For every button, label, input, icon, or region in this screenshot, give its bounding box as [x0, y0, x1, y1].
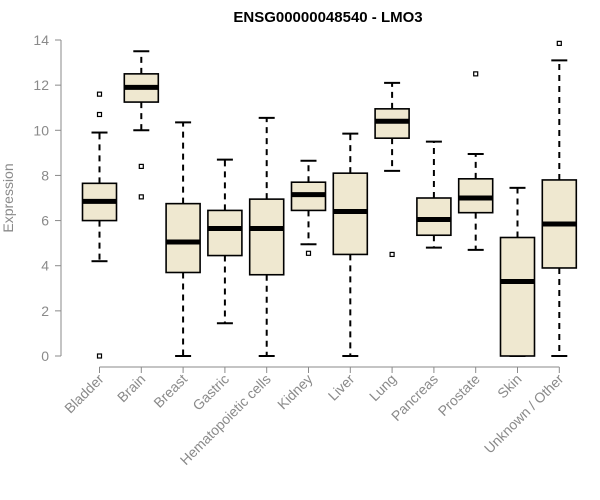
box-group — [123, 50, 160, 200]
outlier-point — [556, 40, 562, 46]
y-tick-label: 14 — [33, 32, 49, 48]
outlier-point — [473, 71, 479, 77]
outlier-point — [96, 353, 103, 359]
box-iqr — [165, 202, 201, 274]
outlier-point — [138, 194, 144, 200]
box-group — [457, 71, 494, 251]
box-iqr — [416, 197, 452, 237]
y-tick-label: 12 — [33, 77, 49, 93]
outlier-point — [389, 251, 395, 258]
box-group — [248, 116, 285, 357]
box-group — [290, 159, 327, 256]
x-tick-label: Prostate — [435, 371, 483, 419]
box-group — [416, 140, 452, 249]
y-tick-label: 0 — [41, 348, 49, 364]
y-axis-label: Expression — [0, 163, 16, 232]
chart-title: ENSG00000048540 - LMO3 — [233, 9, 422, 26]
box-iqr — [207, 209, 243, 257]
outlier-point — [96, 91, 103, 97]
x-tick-label: Brain — [114, 371, 148, 405]
x-tick-label: Unknown / Other — [481, 371, 567, 457]
outlier-point — [96, 111, 103, 118]
y-tick-label: 2 — [41, 303, 49, 319]
box-group — [541, 40, 578, 357]
x-tick-label: Breast — [150, 371, 190, 411]
y-tick-label: 10 — [33, 122, 49, 138]
outlier-point — [138, 163, 144, 169]
outlier-point — [305, 250, 312, 256]
y-tick-label: 8 — [41, 167, 49, 183]
x-tick-label: Kidney — [274, 371, 316, 413]
box-group — [499, 186, 536, 357]
box-series — [81, 40, 578, 359]
y-tick-label: 6 — [41, 213, 49, 229]
x-tick-label: Skin — [494, 371, 525, 402]
box-group — [165, 121, 201, 357]
x-tick-label: Lung — [366, 371, 399, 404]
box-group — [332, 132, 369, 357]
x-tick-label: Liver — [325, 371, 358, 404]
x-tick-label: Bladder — [61, 371, 107, 417]
box-group — [81, 91, 118, 359]
box-group — [374, 81, 410, 258]
box-iqr — [248, 198, 285, 276]
box-group — [207, 158, 243, 325]
y-axis: 0 2 4 6 8 10 12 14 — [33, 32, 62, 364]
box-iqr — [499, 236, 536, 357]
y-tick-label: 4 — [41, 258, 49, 274]
